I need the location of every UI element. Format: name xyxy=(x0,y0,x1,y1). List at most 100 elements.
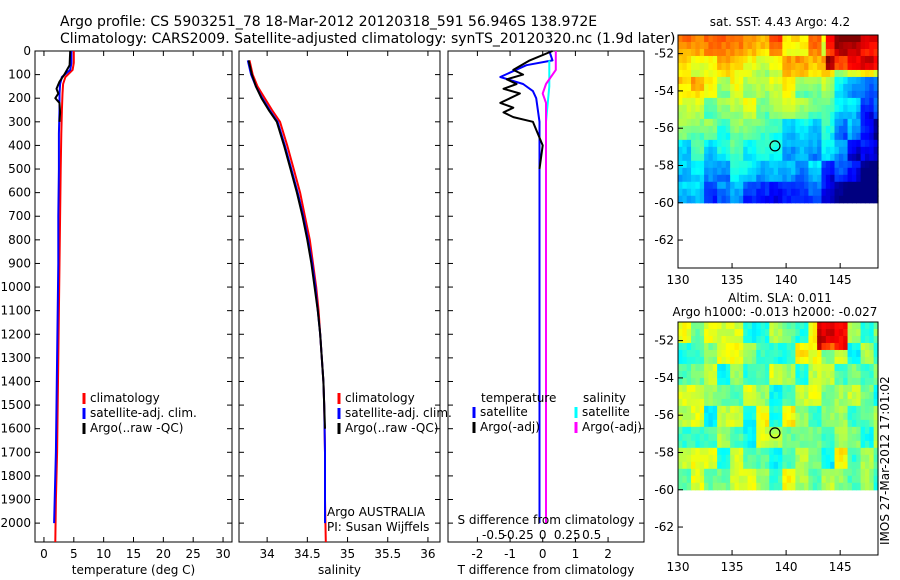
heatmap-cell xyxy=(838,356,844,365)
heatmap-cell xyxy=(699,132,705,141)
x-tick-label: 2 xyxy=(604,547,612,561)
heatmap-cell xyxy=(699,419,705,428)
y-tick-label: -62 xyxy=(654,233,674,247)
heatmap-cell xyxy=(764,426,770,435)
heatmap-cell xyxy=(860,118,866,127)
heatmap-cell xyxy=(686,391,692,400)
heatmap-cell xyxy=(695,363,701,372)
heatmap-cell xyxy=(825,97,831,106)
heatmap-cell xyxy=(747,167,753,176)
heatmap-cell xyxy=(860,90,866,99)
heatmap-cell xyxy=(843,391,849,400)
heatmap-cell xyxy=(856,377,862,386)
heatmap-cell xyxy=(825,461,831,470)
heatmap-cell xyxy=(704,35,710,43)
heatmap-cell xyxy=(812,384,818,393)
heatmap-cell xyxy=(708,55,714,64)
heatmap-cell xyxy=(843,55,849,64)
heatmap-cell xyxy=(782,391,788,400)
heatmap-cell xyxy=(843,349,849,358)
heatmap-cell xyxy=(808,111,814,120)
heatmap-cell xyxy=(799,181,805,190)
heatmap-cell xyxy=(712,335,718,344)
heatmap-cell xyxy=(730,377,736,386)
heatmap-cell xyxy=(769,111,775,120)
heatmap-cell xyxy=(734,349,740,358)
heatmap-cell xyxy=(821,174,827,183)
heatmap-cell xyxy=(760,335,766,344)
heatmap-cell xyxy=(734,188,740,197)
heatmap-cell xyxy=(838,90,844,99)
heatmap-cell xyxy=(821,335,827,344)
heatmap-cell xyxy=(760,76,766,85)
heatmap-cell xyxy=(721,391,727,400)
heatmap-cell xyxy=(704,125,710,134)
heatmap-cell xyxy=(730,62,736,71)
heatmap-cell xyxy=(817,468,823,477)
heatmap-cell xyxy=(851,69,857,78)
heatmap-cell xyxy=(864,363,870,372)
heatmap-cell xyxy=(864,139,870,148)
heatmap-cell xyxy=(725,454,731,463)
heatmap-cell xyxy=(786,377,792,386)
heatmap-cell xyxy=(834,356,840,365)
heatmap-cell xyxy=(825,69,831,78)
heatmap-cell xyxy=(712,322,718,330)
heatmap-cell xyxy=(730,55,736,64)
heatmap-cell xyxy=(730,188,736,197)
heatmap-cell xyxy=(817,454,823,463)
heatmap-cell xyxy=(682,48,688,57)
y-tick-label: 900 xyxy=(8,256,31,270)
heatmap-cell xyxy=(795,419,801,428)
heatmap-cell xyxy=(812,426,818,435)
heatmap-cell xyxy=(725,426,731,435)
heatmap-cell xyxy=(682,447,688,456)
heatmap-cell xyxy=(686,188,692,197)
heatmap-cell xyxy=(856,405,862,414)
heatmap-cell xyxy=(791,83,796,92)
heatmap-cell xyxy=(856,188,862,197)
heatmap-cell xyxy=(760,139,766,148)
heatmap-cell xyxy=(699,69,705,78)
heatmap-cell xyxy=(704,118,710,127)
heatmap-cell xyxy=(699,454,705,463)
heatmap-cell xyxy=(743,377,749,386)
heatmap-cell xyxy=(773,48,779,57)
heatmap-cell xyxy=(756,356,762,365)
x-tick-label: 35.5 xyxy=(374,547,401,561)
heatmap-cell xyxy=(869,349,875,358)
heatmap-cell xyxy=(778,104,783,113)
heatmap-cell xyxy=(791,461,796,470)
heatmap-cell xyxy=(830,384,836,393)
heatmap-cell xyxy=(817,475,823,484)
heatmap-cell xyxy=(812,104,818,113)
heatmap-cell xyxy=(725,132,731,141)
heatmap-cell xyxy=(764,363,770,372)
heatmap-cell xyxy=(808,419,814,428)
heatmap-cell xyxy=(738,174,744,183)
heatmap-cell xyxy=(851,111,857,120)
heatmap-cell xyxy=(764,461,770,470)
heatmap-cell xyxy=(712,419,718,428)
heatmap-cell xyxy=(786,461,792,470)
heatmap-cell xyxy=(782,335,788,344)
heatmap-cell xyxy=(699,349,705,358)
heatmap-cell xyxy=(825,83,831,92)
heatmap-cell xyxy=(873,461,879,470)
heatmap-cell xyxy=(734,83,740,92)
map-title: Altim. SLA: 0.011 xyxy=(728,291,832,305)
heatmap-cell xyxy=(760,55,766,64)
heatmap-cell xyxy=(843,377,849,386)
heatmap-cell xyxy=(691,69,696,78)
heatmap-cell xyxy=(769,384,775,393)
heatmap-cell xyxy=(808,97,814,106)
heatmap-cell xyxy=(812,41,818,50)
heatmap-cell xyxy=(843,41,849,50)
heatmap-cell xyxy=(864,322,870,330)
heatmap-cell xyxy=(795,188,801,197)
heatmap-cell xyxy=(791,90,796,99)
heatmap-cell xyxy=(730,370,736,379)
heatmap-cell xyxy=(851,322,857,330)
heatmap-cell xyxy=(695,328,701,337)
heatmap-cell xyxy=(682,125,688,134)
